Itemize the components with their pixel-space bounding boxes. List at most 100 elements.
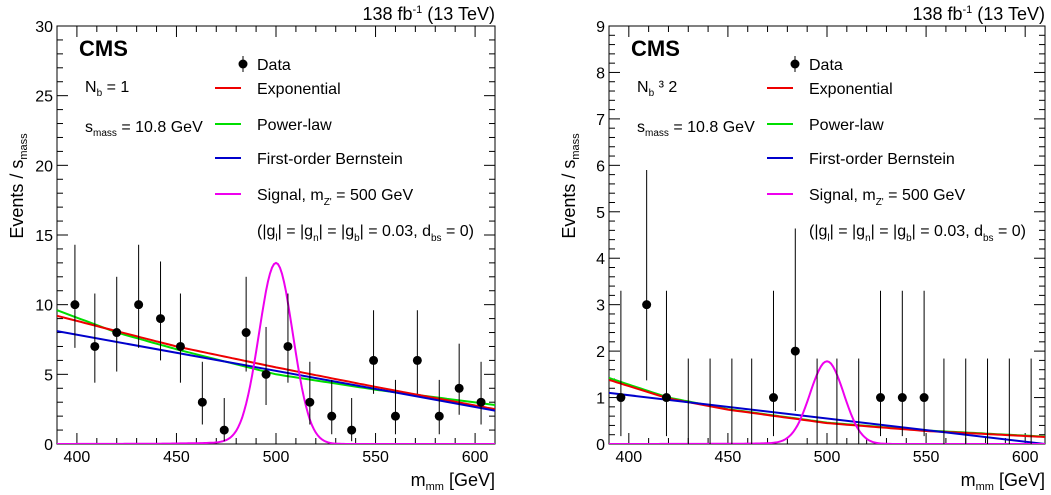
text-span: | = |g — [830, 223, 865, 240]
data-point — [919, 393, 929, 403]
y-tick-label: 9 — [596, 19, 605, 36]
data-point — [156, 314, 166, 324]
text-span: | = |g — [278, 223, 313, 240]
x-tick-label: 400 — [64, 449, 91, 466]
x-tick-label: 500 — [814, 449, 841, 466]
y-tick-label: 4 — [596, 251, 605, 268]
data-point — [642, 300, 652, 310]
y-axis-label: Events / smass — [7, 133, 30, 239]
y-tick-label: 1 — [596, 391, 605, 408]
data-point — [347, 425, 357, 435]
text-span: N — [637, 79, 649, 96]
text-span: Events / — [559, 169, 579, 239]
y-tick-label: 0 — [44, 437, 53, 454]
curves-group — [57, 261, 495, 444]
powerlaw-fit-line — [609, 377, 1045, 438]
data-point — [369, 355, 379, 365]
legend-exponential-label: Exponential — [809, 81, 893, 98]
text-span: bs — [983, 233, 994, 244]
legend-bernstein-label: First-order Bernstein — [257, 151, 403, 168]
legend-powerlaw-label: Power-law — [809, 117, 884, 134]
y-tick-label: 25 — [35, 89, 53, 106]
legend-coupling-label: (|gl| = |gn| = |gb| = 0.03, dbs = 0) — [809, 223, 1026, 244]
legend-powerlaw-label: Power-law — [257, 117, 332, 134]
text-span: = 0) — [994, 223, 1026, 240]
legend-signal-label: Signal, mZ' = 500 GeV — [809, 187, 965, 208]
y-tick-label: 6 — [596, 158, 605, 175]
bernstein-fit-line — [57, 330, 495, 412]
text-span: mass — [18, 133, 30, 160]
data-point — [327, 411, 337, 421]
text-span: ³ 2 — [654, 79, 677, 96]
y-tick-label: 7 — [596, 112, 605, 129]
text-span: -1 — [963, 4, 973, 16]
x-tick-label: 550 — [362, 449, 389, 466]
sigma-mass-label: smass = 10.8 GeV — [85, 119, 203, 139]
signal-curve — [57, 261, 495, 444]
text-span: = 10.8 GeV — [117, 119, 203, 136]
text-span: (|g — [809, 223, 827, 240]
data-point — [790, 346, 800, 356]
text-span: s — [559, 160, 579, 169]
data-point — [661, 393, 671, 403]
x-tick-label: 600 — [1012, 449, 1039, 466]
data-point — [175, 341, 185, 351]
data-point — [434, 411, 444, 421]
category-label: Nb = 1 — [85, 79, 129, 99]
text-span: | = 0.03, d — [912, 223, 983, 240]
experiment-label: CMS — [79, 36, 128, 61]
legend-data-label: Data — [809, 57, 843, 74]
chart-panel-2: 400 450 500 550 600 0 1 2 3 4 5 6 7 8 9 138 fb-1 (13 Te… — [559, 4, 1046, 493]
text-span: mass — [570, 133, 582, 160]
exponential-fit-line — [609, 378, 1045, 438]
text-span: 138 fb — [362, 4, 412, 24]
data-point — [219, 425, 229, 435]
text-span: l — [275, 233, 277, 244]
text-span: [GeV] — [444, 470, 495, 490]
data-point — [261, 369, 271, 379]
text-span: Z' — [324, 197, 332, 208]
text-span: = 1 — [102, 79, 129, 96]
data-point — [70, 300, 80, 310]
legend-data-label: Data — [257, 57, 291, 74]
x-tick-label: 500 — [263, 449, 290, 466]
y-tick-label: 30 — [35, 19, 53, 36]
bernstein-fit-line — [609, 391, 1045, 444]
text-span: 138 fb — [912, 4, 962, 24]
text-span: (|g — [257, 223, 275, 240]
text-span: Signal, m — [257, 187, 324, 204]
data-point — [616, 393, 626, 403]
exponential-fit-line — [57, 314, 495, 411]
category-label: Nb ³ 2 — [637, 79, 677, 99]
text-span: n — [865, 233, 871, 244]
text-span: b — [649, 88, 655, 99]
chart-panel-1: 400 450 500 550 600 0 5 10 15 20 25 30 138 fb-1 (13 … — [7, 4, 496, 493]
text-span: mm — [426, 481, 444, 493]
curves-group — [609, 360, 1045, 444]
data-point — [241, 328, 251, 338]
text-span: s — [7, 160, 27, 169]
text-span: -1 — [413, 4, 423, 16]
text-span: [GeV] — [994, 470, 1045, 490]
data-point — [390, 411, 400, 421]
sigma-mass-label: smass = 10.8 GeV — [637, 119, 755, 139]
text-span: Signal, m — [809, 187, 876, 204]
y-tick-label: 10 — [35, 298, 53, 315]
text-span: mass — [645, 128, 669, 139]
data-point — [768, 393, 778, 403]
text-span: b — [97, 88, 103, 99]
legend-signal-label: Signal, mZ' = 500 GeV — [257, 187, 413, 208]
text-span: m — [411, 470, 426, 490]
legend-bernstein-label: First-order Bernstein — [809, 151, 955, 168]
data-point — [876, 393, 886, 403]
x-tick-label: 450 — [715, 449, 742, 466]
text-span: s — [637, 119, 645, 136]
data-point — [134, 300, 144, 310]
text-span: N — [85, 79, 97, 96]
x-axis-label: mmm [GeV] — [961, 470, 1045, 493]
experiment-label: CMS — [631, 36, 680, 61]
text-span: l — [827, 233, 829, 244]
signal-curve — [609, 360, 1045, 444]
legend-data-marker — [238, 59, 248, 69]
